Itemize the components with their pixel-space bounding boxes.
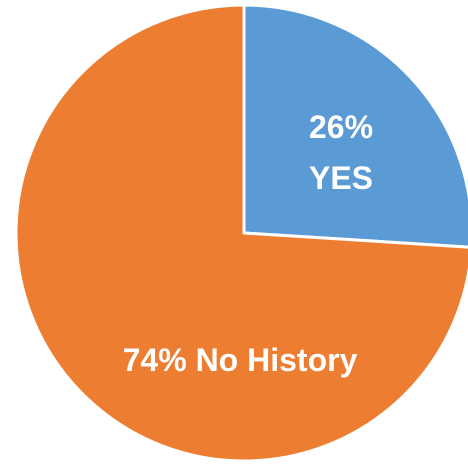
pie-slice-yes <box>242 3 468 249</box>
slice-label-yes: YES <box>309 160 373 196</box>
slice-label-no-history: 74% No History <box>123 342 358 378</box>
slices-layer <box>14 3 468 463</box>
labels-layer: 26% YES 74% No History <box>123 109 373 378</box>
slice-label-yes-percent: 26% <box>309 109 373 145</box>
pie-slice-no-history <box>14 3 468 463</box>
